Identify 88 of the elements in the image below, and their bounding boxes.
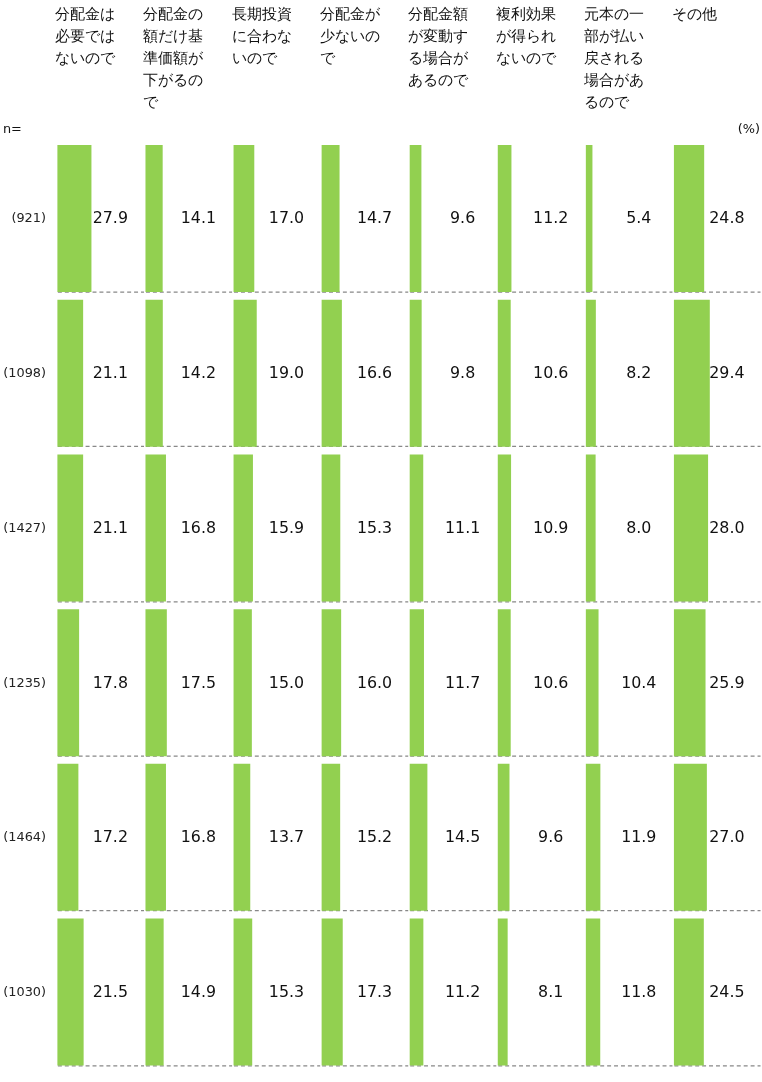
data-label: 19.0 bbox=[268, 363, 305, 383]
y-tick-label: (1235) bbox=[3, 674, 47, 690]
bar bbox=[233, 454, 253, 602]
data-label: 28.0 bbox=[709, 517, 745, 537]
data-label: 27.9 bbox=[92, 208, 128, 228]
data-label: 21.1 bbox=[92, 363, 128, 383]
bar bbox=[57, 918, 84, 1066]
data-label: 11.1 bbox=[445, 517, 481, 537]
data-label: 10.9 bbox=[533, 517, 569, 537]
bar bbox=[409, 918, 424, 1066]
data-label: 8.1 bbox=[538, 982, 564, 1002]
chart-title: 分配金の額だけ基準価額が下がるので bbox=[143, 5, 205, 110]
y-tick-label: (1098) bbox=[3, 365, 47, 381]
data-label: 11.9 bbox=[621, 827, 657, 847]
data-label: 25.9 bbox=[709, 672, 745, 692]
data-label: 11.2 bbox=[533, 208, 569, 228]
data-label: 11.7 bbox=[445, 672, 481, 692]
y-tick-label: (1427) bbox=[3, 519, 47, 535]
data-label: 15.3 bbox=[268, 982, 305, 1002]
y-tick-label: (1464) bbox=[3, 829, 47, 845]
data-label: 16.8 bbox=[180, 517, 217, 537]
y-tick-label: (921) bbox=[11, 210, 47, 226]
bar bbox=[57, 454, 84, 602]
bar bbox=[585, 609, 599, 757]
chart-title: 分配金額が変動する場合があるので bbox=[407, 5, 469, 88]
data-label: 15.2 bbox=[356, 827, 393, 847]
y-tick-label: (1030) bbox=[3, 984, 47, 1000]
bar bbox=[233, 145, 255, 292]
chart-title: 複利効果が得られないので bbox=[495, 5, 557, 66]
data-label: 17.8 bbox=[92, 672, 128, 692]
data-label: 10.6 bbox=[533, 363, 569, 383]
data-label: 17.3 bbox=[356, 982, 393, 1002]
bar bbox=[233, 299, 257, 447]
data-label: 14.7 bbox=[356, 208, 393, 228]
chart-title: 長期投資に合わないので bbox=[231, 5, 292, 66]
bar bbox=[409, 145, 422, 292]
bar bbox=[409, 609, 424, 757]
bar bbox=[57, 299, 84, 447]
data-label: 14.9 bbox=[180, 982, 217, 1002]
data-label: 14.2 bbox=[180, 363, 217, 383]
chart-title: その他 bbox=[671, 5, 717, 23]
bar bbox=[585, 145, 593, 292]
data-label: 11.8 bbox=[621, 982, 657, 1002]
bar bbox=[409, 299, 422, 447]
data-label: 16.8 bbox=[180, 827, 217, 847]
data-label: 16.6 bbox=[356, 363, 393, 383]
data-label: 15.9 bbox=[268, 517, 305, 537]
bar bbox=[233, 918, 253, 1066]
data-label: 17.2 bbox=[92, 827, 128, 847]
data-label: 11.2 bbox=[445, 982, 481, 1002]
bar bbox=[233, 763, 251, 911]
bar bbox=[409, 763, 428, 911]
data-label: 9.8 bbox=[450, 363, 476, 383]
text: n= bbox=[2, 121, 22, 137]
data-label: 17.0 bbox=[268, 208, 305, 228]
data-label: 21.1 bbox=[92, 517, 128, 537]
bar bbox=[409, 454, 424, 602]
bar bbox=[57, 609, 80, 757]
chart-title: 元本の一部が払い戻される場合があるので bbox=[582, 5, 644, 110]
bar bbox=[585, 299, 596, 447]
data-label: 9.6 bbox=[450, 208, 476, 228]
bar bbox=[57, 763, 79, 911]
bar bbox=[585, 763, 601, 911]
data-label: 8.0 bbox=[626, 517, 652, 537]
bar bbox=[233, 609, 252, 757]
data-label: 14.1 bbox=[180, 208, 217, 228]
data-label: 13.7 bbox=[268, 827, 305, 847]
bar bbox=[57, 145, 92, 292]
data-label: 17.5 bbox=[180, 672, 217, 692]
data-label: 15.0 bbox=[268, 672, 305, 692]
data-label: 16.0 bbox=[356, 672, 393, 692]
data-label: 29.4 bbox=[709, 363, 745, 383]
text: (%) bbox=[737, 121, 761, 137]
data-label: 8.2 bbox=[626, 363, 652, 383]
data-label: 27.0 bbox=[709, 827, 745, 847]
data-label: 9.6 bbox=[538, 827, 564, 847]
data-label: 5.4 bbox=[626, 208, 652, 228]
data-label: 10.6 bbox=[533, 672, 569, 692]
bar bbox=[585, 454, 596, 602]
data-label: 24.8 bbox=[709, 208, 745, 228]
data-label: 24.5 bbox=[709, 982, 745, 1002]
data-label: 10.4 bbox=[621, 672, 657, 692]
data-label: 21.5 bbox=[92, 982, 128, 1002]
chart-title: 分配金は必要ではないので bbox=[55, 5, 117, 66]
chart-title: 分配金が少ないので bbox=[319, 5, 381, 66]
data-label: 14.5 bbox=[445, 827, 481, 847]
bar bbox=[585, 918, 601, 1066]
data-label: 15.3 bbox=[356, 517, 393, 537]
